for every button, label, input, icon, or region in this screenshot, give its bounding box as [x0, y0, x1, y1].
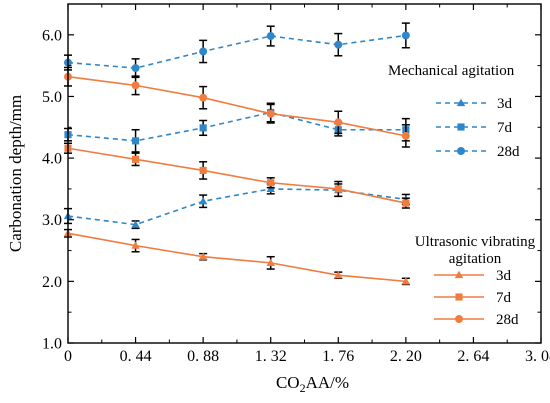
y-tick-label: 1.0	[42, 336, 62, 353]
data-point	[401, 131, 410, 140]
data-point	[334, 118, 343, 127]
data-point	[266, 32, 275, 41]
legend-title-ultrasonic: Ultrasonic vibrating	[415, 234, 536, 250]
y-tick-label: 3.0	[42, 212, 62, 229]
series-ultrasonic-7d	[64, 142, 410, 209]
legend-title-ultrasonic-2: agitation	[449, 251, 502, 267]
data-point	[199, 47, 208, 56]
legend-label: 3d	[496, 268, 512, 284]
legend-label: 7d	[497, 120, 513, 136]
data-point	[199, 124, 207, 132]
data-point	[131, 241, 140, 249]
data-point	[402, 199, 410, 207]
legend-marker	[455, 293, 463, 301]
series-line	[67, 147, 407, 204]
data-point	[401, 31, 410, 40]
legend-label: 28d	[496, 312, 519, 328]
data-point	[131, 220, 140, 228]
legend-marker	[454, 270, 464, 279]
legend-label: 3d	[497, 96, 513, 112]
y-tick-label: 2.0	[42, 274, 62, 291]
data-point	[266, 109, 275, 118]
series-line	[67, 188, 406, 226]
legend-marker	[456, 98, 466, 107]
y-tick-label: 5.0	[42, 89, 62, 106]
series-line	[67, 111, 406, 142]
data-point	[267, 179, 275, 187]
data-point	[334, 40, 343, 49]
y-tick-label: 4.0	[42, 151, 62, 168]
x-tick-label: 1. 32	[255, 348, 287, 365]
y-tick-label: 6.0	[42, 27, 62, 44]
data-point	[132, 155, 140, 163]
data-point	[199, 93, 208, 102]
data-point	[266, 258, 275, 267]
series-line	[67, 34, 406, 69]
x-axis-label: CO2AA/%	[276, 373, 349, 395]
legend-marker	[457, 123, 465, 131]
series-mechanical-7d	[64, 102, 410, 153]
plot-frame	[67, 3, 542, 344]
legend-label: 28d	[497, 144, 520, 160]
x-tick-label: 0. 44	[120, 348, 152, 365]
x-tick-label: 0. 88	[187, 348, 219, 365]
legend-marker	[455, 315, 463, 323]
data-point	[131, 64, 140, 73]
series-line	[67, 232, 406, 283]
data-point	[198, 252, 208, 260]
data-point	[334, 271, 343, 279]
data-point	[401, 277, 411, 285]
axes: 0 0. 44 0. 88 1. 32 1. 76 2. 20 2. 64 3. 08 1.0 2…	[6, 3, 550, 395]
data-point	[132, 137, 140, 145]
x-tick-label: 0	[64, 348, 72, 365]
data-point	[131, 81, 140, 90]
series-mechanical-28d	[64, 22, 410, 79]
plot-area	[63, 22, 411, 286]
x-tick-label: 2. 20	[390, 348, 422, 365]
series-ultrasonic-28d	[64, 66, 410, 148]
x-tick-label: 1. 76	[322, 348, 354, 365]
data-point	[334, 185, 342, 193]
series-line	[67, 75, 407, 137]
data-point	[199, 166, 207, 174]
legend-marker	[457, 147, 465, 155]
x-tick-label: 3. 08	[525, 348, 550, 365]
x-tick-label: 2. 64	[457, 348, 489, 365]
legend-label: 7d	[496, 290, 512, 306]
y-axis-label: Carbonation depth/mm	[6, 95, 25, 252]
series-ultrasonic-3d	[63, 228, 411, 286]
series-mechanical-3d	[63, 183, 411, 230]
legend-title-mechanical: Mechanical agitation	[388, 63, 515, 79]
legends: Mechanical agitation 3d 7d 28d Ultrasonic vi…	[388, 63, 536, 328]
data-point	[198, 197, 208, 205]
